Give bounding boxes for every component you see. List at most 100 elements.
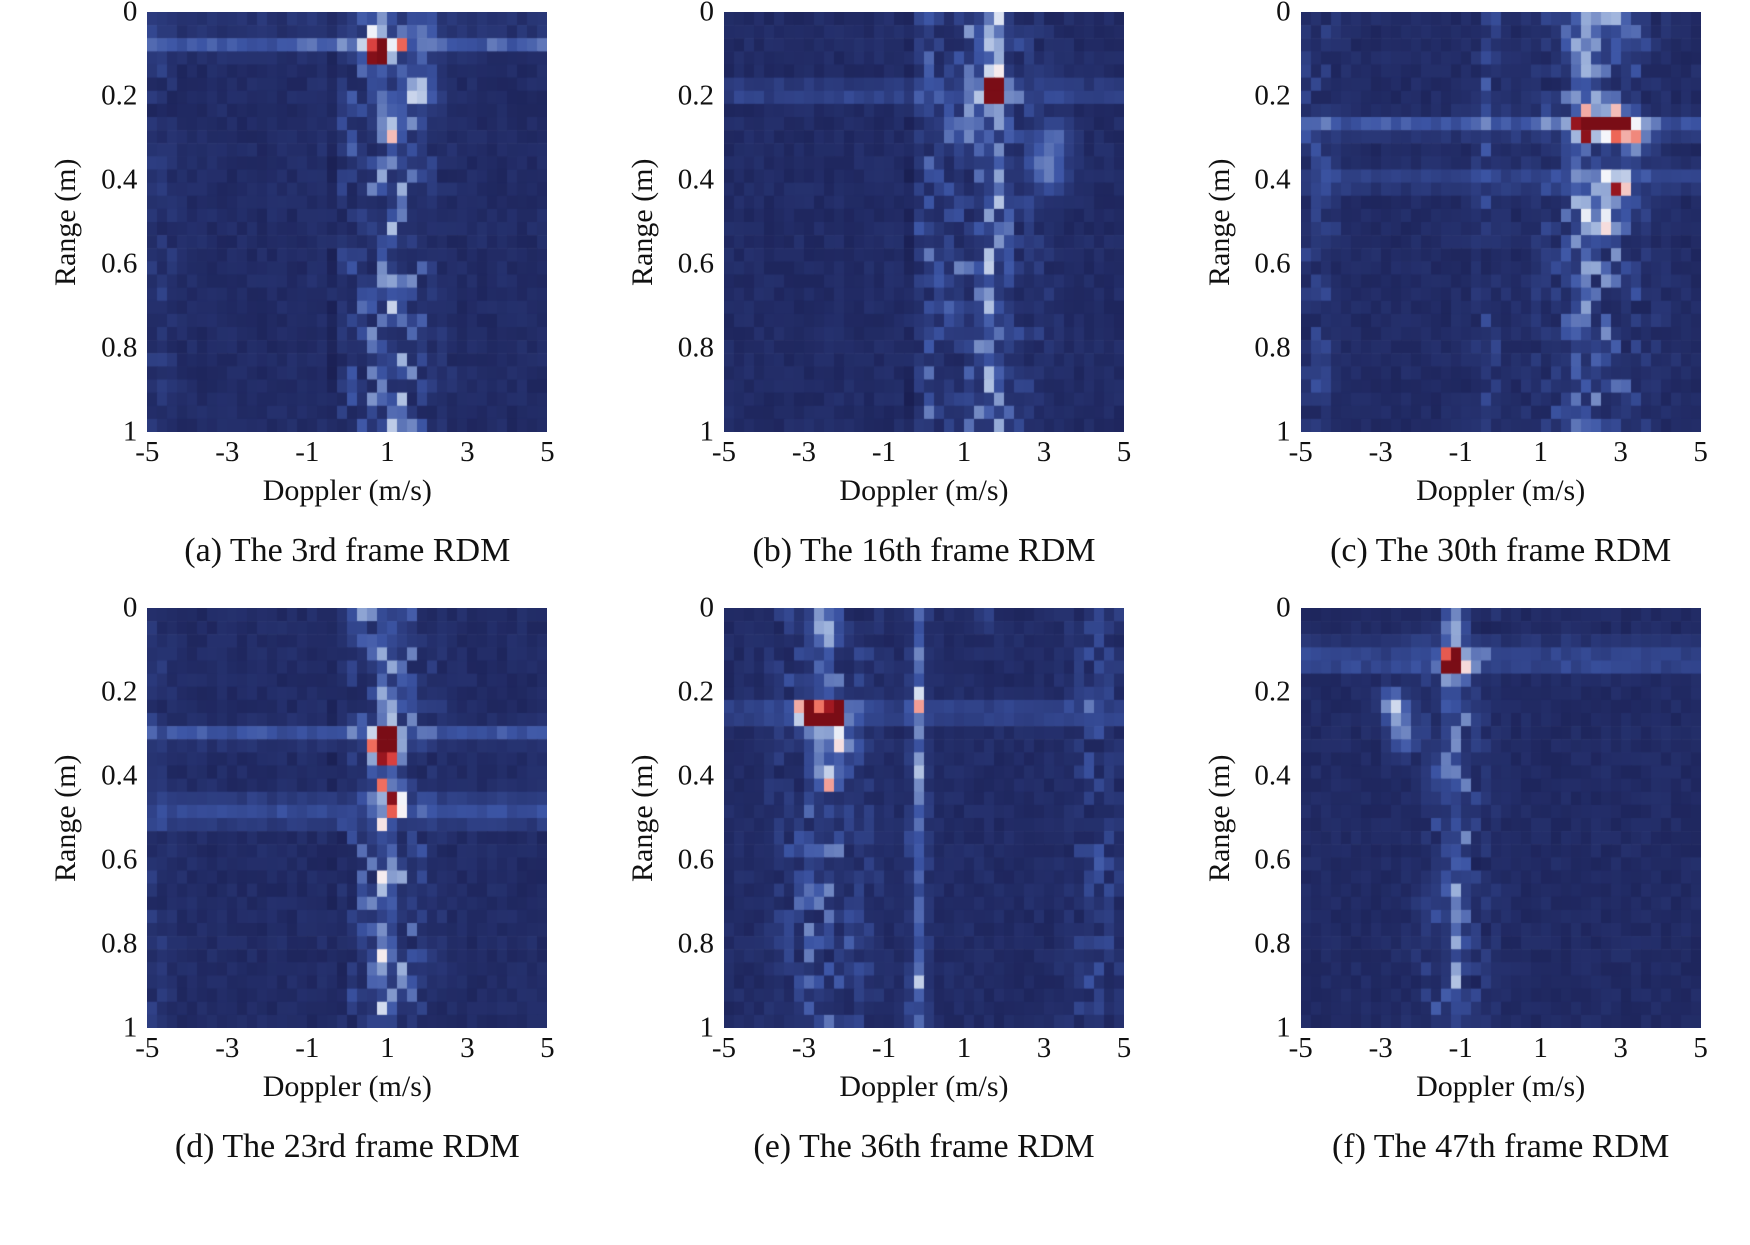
y-axis-ticks: 0 0.2 0.4 0.6 0.8 1 <box>87 0 147 446</box>
y-tick-label: 0.4 <box>1254 163 1291 196</box>
y-tick-label: 0.6 <box>677 247 714 280</box>
y-tick-label: 0.6 <box>1254 843 1291 876</box>
y-tick-label: 0.8 <box>1254 331 1291 364</box>
x-tick-label: 1 <box>1533 1032 1548 1064</box>
y-tick-label: 0.4 <box>101 163 138 196</box>
rdm-heatmap-canvas-b <box>723 12 1124 432</box>
y-tick-label: 1 <box>699 415 714 448</box>
x-tick-label: -3 <box>215 436 240 468</box>
y-tick-label: 0.8 <box>1254 927 1291 960</box>
x-tick-label: 1 <box>380 436 395 468</box>
y-tick-label: 0 <box>122 0 138 28</box>
y-axis-label: Range (m) <box>1202 754 1236 882</box>
x-axis-label: Doppler (m/s) <box>1416 1070 1586 1103</box>
y-tick-label: 0.2 <box>1254 79 1291 112</box>
rdm-heatmap-canvas-e <box>723 608 1124 1028</box>
x-tick-label: 1 <box>1533 436 1548 468</box>
x-tick-label: 1 <box>956 1032 972 1064</box>
x-tick-label: -5 <box>1288 436 1313 468</box>
y-axis-ticks: 0 0.2 0.4 0.6 0.8 1 <box>664 0 724 446</box>
x-tick-label: 3 <box>460 436 475 468</box>
y-tick-label: 0.6 <box>101 247 138 280</box>
x-axis-ticks: -5 -3 -1 1 3 5 <box>135 432 554 470</box>
y-tick-label: 0.4 <box>101 759 138 792</box>
y-tick-label: 0.4 <box>1254 759 1291 792</box>
y-tick-label: 1 <box>1276 1011 1291 1044</box>
y-tick-label: 0 <box>1276 0 1291 28</box>
x-tick-label: -3 <box>791 1032 817 1064</box>
y-axis-label: Range (m) <box>625 754 659 882</box>
y-tick-label: 0.2 <box>101 675 138 708</box>
x-tick-label: -3 <box>791 436 817 468</box>
y-tick-label: 0.4 <box>677 759 714 792</box>
y-tick-label: 0.8 <box>677 927 714 960</box>
x-axis-ticks: -5 -3 -1 1 3 5 <box>1289 432 1708 470</box>
y-tick-label: 0.6 <box>677 843 714 876</box>
x-axis-ticks: -5 -3 -1 1 3 5 <box>712 432 1131 470</box>
panel-caption-c: (c) The 30th frame RDM <box>1330 532 1672 569</box>
y-tick-label: 0.2 <box>677 79 714 112</box>
x-tick-label: -1 <box>1448 1032 1473 1064</box>
rdm-panel-a: Range (m) 0 0.2 0.4 0.6 0.8 1 -5 -3 -1 1 3 5 Doppl… <box>49 0 554 578</box>
y-tick-label: 1 <box>122 415 138 448</box>
y-tick-label: 0.2 <box>1254 675 1291 708</box>
y-tick-label: 1 <box>1276 415 1291 448</box>
rdm-panel-e: Range (m) 0 0.2 0.4 0.6 0.8 1 -5 -3 -1 1 3 5 Doppl… <box>625 593 1131 1174</box>
x-tick-label: -1 <box>871 436 897 468</box>
x-tick-label: 5 <box>540 436 555 468</box>
x-tick-label: -5 <box>135 1032 160 1064</box>
x-axis-ticks: -5 -3 -1 1 3 5 <box>1289 1028 1708 1066</box>
y-axis-label: Range (m) <box>1202 158 1236 286</box>
x-axis-ticks: -5 -3 -1 1 3 5 <box>712 1028 1131 1066</box>
x-tick-label: 1 <box>956 436 972 468</box>
panel-caption-e: (e) The 36th frame RDM <box>753 1128 1095 1165</box>
x-tick-label: -3 <box>215 1032 240 1064</box>
rdm-heatmap-canvas-c <box>1300 12 1701 432</box>
y-axis-ticks: 0 0.2 0.4 0.6 0.8 1 <box>664 593 724 1042</box>
panel-caption-f: (f) The 47th frame RDM <box>1331 1128 1670 1165</box>
x-tick-label: 3 <box>1036 436 1052 468</box>
y-tick-label: 1 <box>122 1011 138 1044</box>
x-axis-label: Doppler (m/s) <box>262 1070 432 1103</box>
rdm-heatmap-canvas-a <box>147 12 548 432</box>
rdm-figure-grid: Range (m) 0 0.2 0.4 0.6 0.8 1 -5 -3 -1 1 3 5 Doppl… <box>49 0 1708 1174</box>
x-tick-label: -1 <box>1448 436 1473 468</box>
x-tick-label: -5 <box>711 436 737 468</box>
y-axis-ticks: 0 0.2 0.4 0.6 0.8 1 <box>1241 0 1301 446</box>
x-tick-label: 5 <box>1116 436 1132 468</box>
rdm-heatmap-canvas-f <box>1300 608 1701 1028</box>
x-axis-label: Doppler (m/s) <box>839 1070 1009 1103</box>
y-axis-label: Range (m) <box>49 158 83 286</box>
y-tick-label: 0.6 <box>1254 247 1291 280</box>
rdm-panel-d: Range (m) 0 0.2 0.4 0.6 0.8 1 -5 -3 -1 1 3 5 Doppl… <box>49 593 554 1174</box>
x-tick-label: -5 <box>1288 1032 1313 1064</box>
y-tick-label: 0.2 <box>101 79 138 112</box>
x-tick-label: 5 <box>1693 1032 1708 1064</box>
x-tick-label: -1 <box>871 1032 897 1064</box>
x-tick-label: 3 <box>460 1032 475 1064</box>
x-tick-label: 3 <box>1613 436 1628 468</box>
x-tick-label: -3 <box>1368 436 1393 468</box>
x-tick-label: 5 <box>1116 1032 1132 1064</box>
y-axis-ticks: 0 0.2 0.4 0.6 0.8 1 <box>87 593 147 1042</box>
x-tick-label: -3 <box>1368 1032 1393 1064</box>
y-tick-label: 0 <box>699 591 714 624</box>
x-axis-label: Doppler (m/s) <box>262 474 432 507</box>
y-tick-label: 0.8 <box>101 927 138 960</box>
x-axis-label: Doppler (m/s) <box>839 474 1009 507</box>
rdm-panel-b: Range (m) 0 0.2 0.4 0.6 0.8 1 -5 -3 -1 1 3 5 Doppl… <box>625 0 1131 578</box>
x-tick-label: -5 <box>135 436 160 468</box>
x-axis-label: Doppler (m/s) <box>1416 474 1586 507</box>
x-tick-label: 5 <box>1693 436 1708 468</box>
rdm-panel-f: Range (m) 0 0.2 0.4 0.6 0.8 1 -5 -3 -1 1 3 5 Doppl… <box>1202 593 1708 1174</box>
y-tick-label: 0.4 <box>677 163 714 196</box>
rdm-heatmap-canvas-d <box>147 608 548 1028</box>
x-tick-label: 5 <box>540 1032 555 1064</box>
x-tick-label: 1 <box>380 1032 395 1064</box>
y-tick-label: 0 <box>122 591 138 624</box>
y-axis-ticks: 0 0.2 0.4 0.6 0.8 1 <box>1241 593 1301 1042</box>
y-tick-label: 0 <box>1276 591 1291 624</box>
x-tick-label: -5 <box>711 1032 737 1064</box>
x-tick-label: 3 <box>1036 1032 1052 1064</box>
y-axis-label: Range (m) <box>625 158 659 286</box>
